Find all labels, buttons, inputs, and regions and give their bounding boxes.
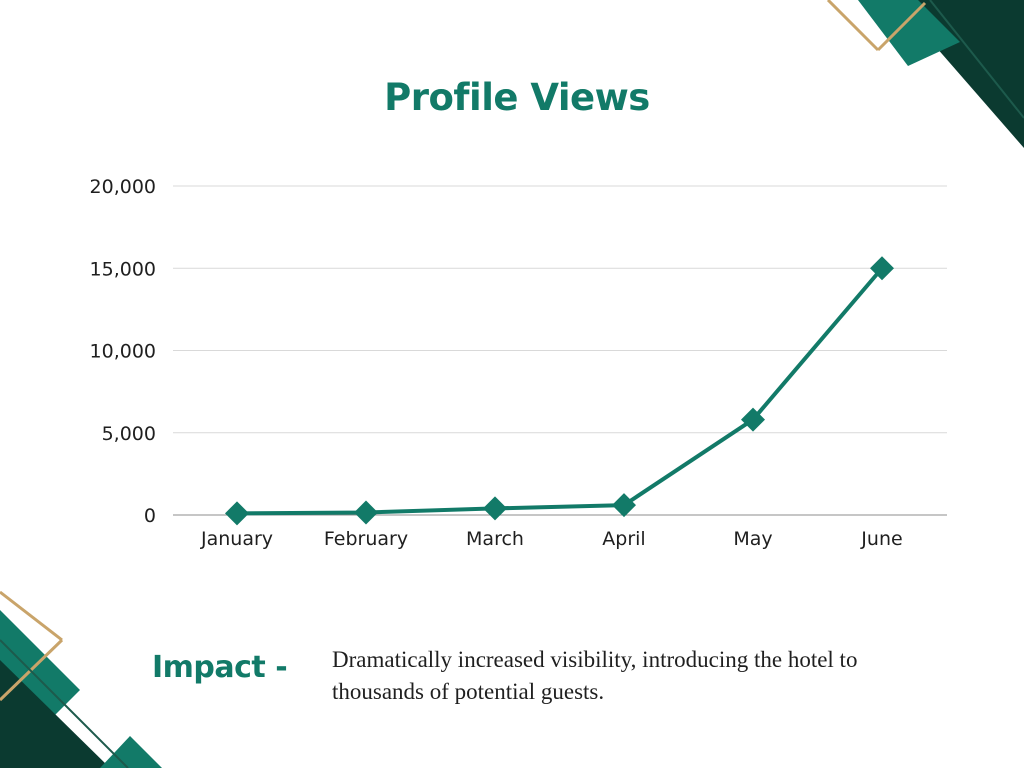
- data-point-marker: [741, 407, 765, 432]
- data-point-marker: [870, 256, 894, 281]
- x-tick-label: February: [324, 528, 408, 550]
- x-tick-label: January: [200, 528, 273, 550]
- y-tick-label: 0: [144, 505, 156, 527]
- x-tick-label: May: [733, 528, 772, 550]
- y-tick-label: 10,000: [90, 341, 156, 363]
- x-tick-label: April: [602, 528, 645, 550]
- y-tick-label: 20,000: [90, 176, 156, 198]
- data-point-marker: [612, 493, 636, 518]
- impact-label: Impact -: [152, 650, 288, 685]
- data-point-marker: [483, 496, 507, 521]
- data-point-marker: [354, 500, 378, 525]
- data-point-marker: [225, 501, 249, 526]
- x-tick-label: March: [466, 528, 524, 550]
- chart-title: Profile Views: [384, 76, 650, 119]
- impact-text: Dramatically increased visibility, intro…: [332, 647, 858, 704]
- y-tick-label: 5,000: [102, 423, 156, 445]
- series-line: [235, 266, 884, 516]
- x-tick-label: June: [860, 528, 902, 550]
- y-tick-label: 15,000: [90, 258, 156, 280]
